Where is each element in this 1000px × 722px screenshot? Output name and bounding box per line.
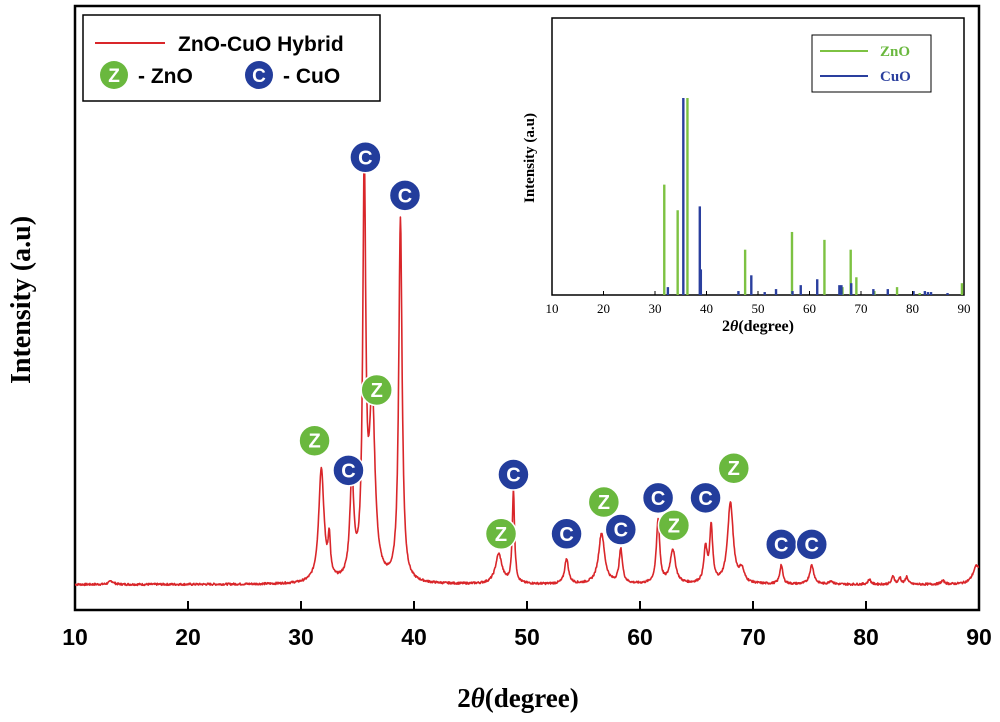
zno-badge-letter-3: Z	[308, 431, 320, 453]
zno-badge-letter-2: Z	[371, 380, 383, 402]
inset-x-tick-label-40: 40	[700, 301, 713, 316]
inset-x-tick-labels: 10 20 30 40 50 60 70 80 90	[546, 291, 971, 316]
cuo-badge-7	[550, 517, 583, 551]
main-y-axis-title: Intensity (a.u)	[6, 216, 37, 384]
cuo-badge-letter-5: C	[506, 465, 520, 487]
inset-x-tick-label-60: 60	[803, 301, 816, 316]
zno-badge-letter-8: Z	[598, 492, 610, 514]
inset-reference-bars	[663, 98, 964, 295]
main-x-tick-label-70: 70	[740, 624, 766, 650]
legend-zno-badge	[100, 61, 128, 89]
cuo-badge-0	[349, 141, 382, 174]
inset-legend-box	[811, 34, 932, 93]
inset-x-tick-label-90: 90	[958, 301, 971, 316]
main-x-ticks	[74, 601, 980, 610]
zno-badge-6	[484, 517, 518, 551]
inset-x-tick-label-70: 70	[855, 301, 868, 316]
main-x-tick-label-80: 80	[853, 624, 879, 650]
inset-x-tick-label-10: 10	[546, 301, 559, 316]
zno-badge-3	[298, 424, 331, 457]
inset-legend-zno-label: ZnO	[880, 44, 910, 60]
cuo-badge-letter-10: C	[651, 488, 665, 510]
inset-x-tick-label-50: 50	[752, 301, 765, 316]
cuo-badge-5	[497, 458, 530, 491]
zno-badge-11	[657, 509, 691, 542]
legend-cuo-letter: C	[252, 66, 266, 87]
cuo-badge-9	[604, 513, 638, 546]
inset-legend-cuo-label: CuO	[880, 69, 911, 85]
cuo-badge-4	[332, 454, 365, 487]
inset-y-axis-title: Intensity (a.u)	[522, 113, 538, 203]
cuo-badge-10	[641, 481, 675, 515]
main-x-tick-label-60: 60	[627, 624, 653, 650]
cuo-badge-letter-1: C	[398, 185, 412, 207]
inset-x-axis-title: 2θ(degree)	[722, 318, 794, 335]
inset-x-tick-label-20: 20	[597, 301, 610, 316]
cuo-badge-letter-15: C	[805, 534, 819, 556]
legend-zno-label: - ZnO	[138, 65, 193, 88]
main-x-tick-label-10: 10	[62, 624, 88, 650]
inset-x-tick-label-30: 30	[649, 301, 662, 316]
inset-x-tick-label-80: 80	[906, 301, 919, 316]
legend-line-label: ZnO-CuO Hybrid	[178, 33, 344, 56]
cuo-badge-letter-9: C	[614, 520, 628, 542]
inset-legend: ZnO CuO	[811, 34, 932, 93]
cuo-badge-letter-4: C	[341, 460, 355, 482]
zno-badge-letter-6: Z	[495, 524, 507, 546]
main-x-tick-labels: 10 20 30 40 50 60 70 80 90	[62, 624, 992, 650]
main-x-tick-label-30: 30	[288, 624, 314, 650]
main-x-tick-label-50: 50	[514, 624, 540, 650]
legend-zno-letter: Z	[108, 66, 120, 87]
cuo-badge-1	[388, 179, 422, 212]
zno-badge-8	[587, 485, 621, 519]
main-legend-box	[82, 14, 381, 102]
cuo-badge-12	[689, 481, 722, 515]
legend-cuo-label: - CuO	[283, 65, 340, 88]
hybrid-xrd-line	[74, 148, 980, 587]
zno-badge-2	[360, 373, 393, 407]
cuo-badge-letter-12: C	[698, 488, 712, 510]
zno-badge-13	[717, 451, 751, 485]
legend-cuo-badge	[245, 61, 273, 89]
main-x-axis-title: 2θ(degree)	[457, 683, 578, 713]
main-x-tick-label-20: 20	[175, 624, 201, 650]
cuo-badge-letter-0: C	[358, 147, 372, 169]
cuo-badge-letter-14: C	[774, 534, 788, 556]
inset-chart: 10 20 30 40 50 60 70 80 90 2θ(degree) Intensity …	[510, 14, 972, 344]
zno-badge-letter-13: Z	[728, 458, 740, 480]
main-legend: ZnO-CuO Hybrid Z - ZnO C - CuO	[82, 14, 381, 102]
cuo-badge-15	[795, 528, 829, 561]
cuo-badge-letter-7: C	[559, 524, 573, 546]
zno-badge-letter-11: Z	[668, 515, 680, 537]
main-x-tick-label-90: 90	[966, 624, 992, 650]
main-x-tick-label-40: 40	[401, 624, 427, 650]
